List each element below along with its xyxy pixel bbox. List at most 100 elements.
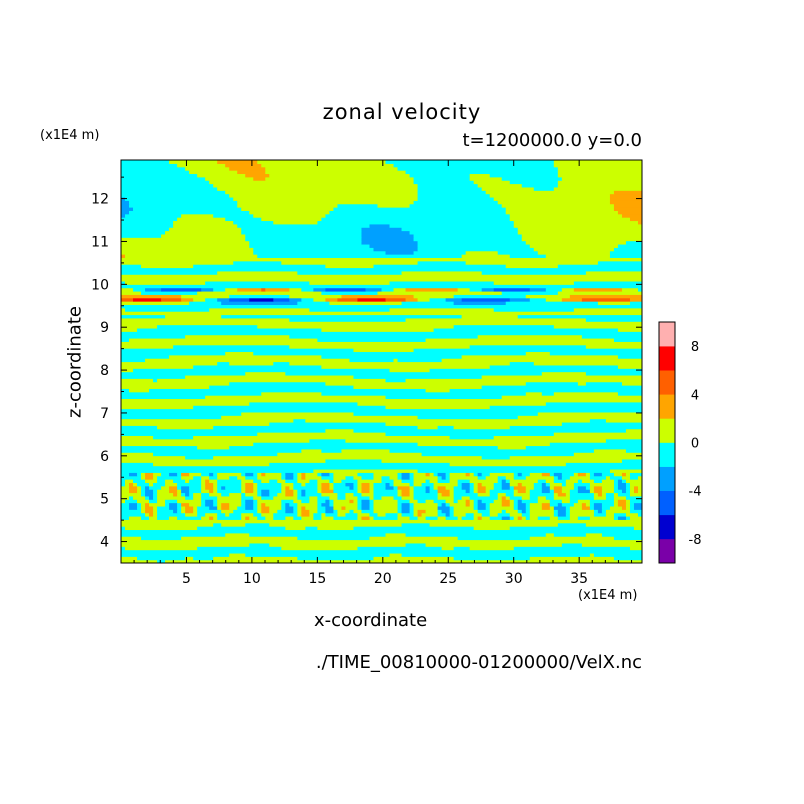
contour-cell xyxy=(477,475,487,480)
contour-cell xyxy=(425,388,451,393)
contour-cell xyxy=(525,509,531,514)
contour-cell xyxy=(401,475,411,480)
contour-cell xyxy=(629,485,635,490)
contour-cell xyxy=(297,556,375,561)
contour-cell xyxy=(133,287,146,292)
contour-cell xyxy=(445,472,451,477)
contour-cell xyxy=(577,485,587,490)
contour-cell xyxy=(325,509,335,514)
contour-cell xyxy=(557,515,571,520)
contour-cell xyxy=(445,515,459,520)
contour-cell xyxy=(293,509,298,514)
contour-cell xyxy=(157,499,166,504)
contour-cell xyxy=(561,421,642,426)
contour-cell xyxy=(201,499,206,504)
contour-cell xyxy=(193,264,326,269)
contour-cell xyxy=(453,499,459,504)
contour-cell xyxy=(121,492,142,497)
contour-cell xyxy=(617,391,642,396)
contour-cell xyxy=(385,405,491,410)
contour-cell xyxy=(433,327,619,332)
contour-cell xyxy=(437,485,447,490)
contour-cell xyxy=(201,482,206,487)
contour-cell xyxy=(333,485,351,490)
contour-cell xyxy=(453,324,555,329)
contour-cell xyxy=(537,411,642,416)
contour-cell xyxy=(585,532,603,537)
contour-cell xyxy=(553,160,642,164)
contour-cell xyxy=(617,327,642,332)
contour-cell xyxy=(145,505,154,510)
contour-cell xyxy=(357,505,363,510)
contour-cell xyxy=(601,489,615,494)
contour-cell xyxy=(417,186,483,191)
contour-cell xyxy=(121,213,126,218)
contour-cell xyxy=(565,509,571,514)
contour-cell xyxy=(137,485,142,490)
contour-cell xyxy=(389,307,495,312)
contour-cell xyxy=(473,502,479,507)
contour-cell xyxy=(493,287,531,292)
contour-cell xyxy=(125,254,258,258)
contour-cell xyxy=(121,432,258,436)
contour-cell xyxy=(197,509,222,514)
contour-cell xyxy=(169,489,178,494)
contour-cell xyxy=(445,502,451,507)
contour-cell xyxy=(373,247,419,252)
contour-cell xyxy=(629,217,642,222)
contour-cell xyxy=(125,307,210,312)
contour-cell xyxy=(121,200,130,205)
contour-cell xyxy=(189,170,238,175)
contour-cell xyxy=(361,489,371,494)
contour-cell xyxy=(517,502,527,507)
contour-cell xyxy=(257,472,262,477)
contour-cell xyxy=(497,495,503,500)
contour-cell xyxy=(185,334,290,339)
contour-cell xyxy=(413,250,467,255)
contour-cell xyxy=(373,485,387,490)
contour-cell xyxy=(217,472,242,477)
contour-cell xyxy=(121,217,178,222)
contour-cell xyxy=(585,344,642,349)
contour-cell xyxy=(121,428,326,433)
contour-cell xyxy=(193,435,451,440)
contour-cell xyxy=(433,499,447,504)
contour-cell xyxy=(285,515,294,520)
contour-cell xyxy=(397,499,411,504)
contour-cell xyxy=(361,502,371,507)
contour-cell xyxy=(617,479,623,483)
contour-cell xyxy=(353,385,483,389)
contour-cell xyxy=(349,358,395,363)
contour-cell xyxy=(281,502,286,507)
contour-cell xyxy=(613,556,642,561)
contour-cell xyxy=(297,489,302,494)
contour-cell xyxy=(417,509,427,514)
contour-cell xyxy=(357,502,363,507)
contour-cell xyxy=(545,495,555,500)
contour-cell xyxy=(121,243,250,248)
contour-cell xyxy=(141,290,198,295)
contour-cell xyxy=(121,512,146,517)
contour-cell xyxy=(405,297,419,302)
contour-cell xyxy=(145,495,150,500)
contour-cell xyxy=(205,395,387,400)
contour-cell xyxy=(613,492,619,497)
contour-cell xyxy=(121,166,186,171)
contour-cell xyxy=(121,317,290,322)
contour-cell xyxy=(297,472,302,477)
contour-cell xyxy=(341,448,391,453)
contour-cell xyxy=(121,183,214,188)
contour-cell xyxy=(129,472,138,477)
contour-cell xyxy=(393,482,411,487)
contour-cell xyxy=(129,485,138,490)
contour-cell xyxy=(245,485,254,490)
contour-cell xyxy=(453,492,479,497)
contour-cell xyxy=(453,556,531,561)
contour-cell xyxy=(625,448,642,453)
contour-cell xyxy=(301,297,314,302)
contour-cell xyxy=(341,294,415,299)
contour-cell xyxy=(465,512,475,517)
contour-cell xyxy=(273,361,290,366)
contour-cell xyxy=(401,270,483,275)
contour-cell xyxy=(357,472,375,477)
